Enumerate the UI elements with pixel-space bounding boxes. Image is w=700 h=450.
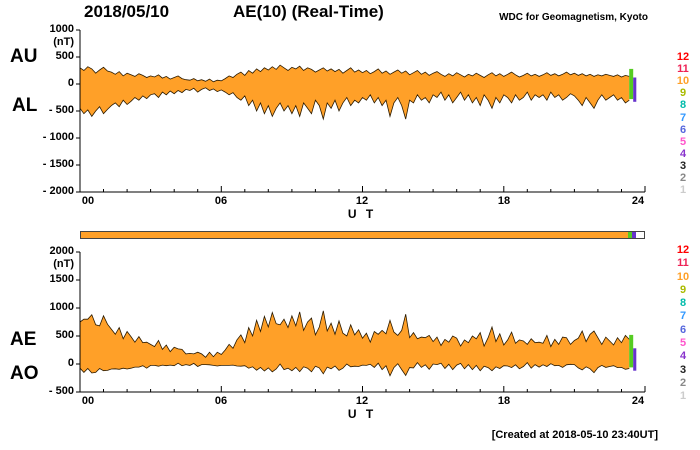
station-count-6: 6 bbox=[679, 323, 687, 336]
y-tick-label: 0 bbox=[67, 77, 74, 89]
top-area-fill bbox=[80, 65, 630, 120]
x-tick-label: 18 bbox=[497, 395, 511, 407]
end-of-data-marker bbox=[633, 348, 637, 371]
y-tick-label: 1500 bbox=[49, 273, 74, 285]
ae-series-label: AE bbox=[10, 329, 37, 350]
y-tick-label: 2000 bbox=[49, 245, 74, 257]
station-count-11: 11 bbox=[677, 63, 689, 76]
y-tick-label: - 1500 bbox=[42, 158, 74, 170]
end-of-data-marker bbox=[629, 68, 634, 100]
observatory-credit: WDC for Geomagnetism, Kyoto bbox=[499, 12, 648, 23]
x-axis-label: U T bbox=[347, 207, 377, 221]
au-series-label: AU bbox=[10, 46, 38, 67]
y-tick-label: - 500 bbox=[48, 104, 74, 116]
bottom-area-fill bbox=[80, 310, 630, 376]
page-title: AE(10) (Real-Time) bbox=[233, 2, 384, 21]
availability-segment bbox=[632, 232, 637, 238]
top-panel bbox=[76, 29, 646, 193]
ae-trace bbox=[79, 310, 630, 358]
station-count-3: 3 bbox=[679, 159, 687, 172]
x-tick-label: 06 bbox=[214, 195, 228, 207]
station-count-9: 9 bbox=[679, 87, 687, 100]
x-tick-label: 18 bbox=[497, 195, 511, 207]
x-tick-label: 24 bbox=[631, 395, 645, 407]
x-tick-label: 24 bbox=[631, 195, 645, 207]
availability-segment bbox=[81, 232, 629, 238]
y-tick-label: 500 bbox=[55, 329, 74, 341]
x-tick-label: 00 bbox=[81, 395, 95, 407]
station-count-8: 8 bbox=[679, 99, 687, 112]
top-axes bbox=[76, 29, 646, 193]
x-tick-label: 06 bbox=[214, 395, 228, 407]
station-count-7: 7 bbox=[679, 310, 687, 323]
station-count-7: 7 bbox=[679, 111, 687, 124]
station-count-2: 2 bbox=[679, 171, 687, 184]
y-axis-unit: (nT) bbox=[53, 258, 74, 270]
station-count-6: 6 bbox=[679, 123, 687, 136]
station-legend-top: 12 11 10 9 8 7 6 5 4 3 2 1 bbox=[670, 0, 696, 450]
station-count-10: 10 bbox=[676, 75, 690, 88]
y-axis-unit: (nT) bbox=[53, 36, 74, 48]
al-series-label: AL bbox=[12, 95, 38, 116]
availability-segment bbox=[628, 232, 633, 238]
y-tick-label: 500 bbox=[55, 50, 74, 62]
x-tick-label: 12 bbox=[355, 395, 369, 407]
au-trace bbox=[79, 64, 630, 83]
ao-series-label: AO bbox=[10, 363, 39, 384]
station-count-5: 5 bbox=[679, 336, 687, 349]
bottom-panel bbox=[76, 251, 646, 393]
al-trace bbox=[79, 87, 630, 121]
ao-trace bbox=[79, 361, 630, 377]
station-count-12: 12 bbox=[676, 51, 690, 63]
created-timestamp: [Created at 2018-05-10 23:40UT] bbox=[491, 429, 658, 441]
y-tick-label: - 1000 bbox=[42, 131, 74, 143]
y-tick-label: - 500 bbox=[48, 385, 74, 397]
station-count-12: 12 bbox=[676, 244, 690, 256]
station-count-5: 5 bbox=[679, 135, 687, 148]
station-count-1: 1 bbox=[679, 184, 687, 196]
bottom-axes bbox=[76, 251, 646, 393]
y-tick-label: 1000 bbox=[49, 23, 74, 35]
x-tick-label: 00 bbox=[81, 195, 95, 207]
station-count-8: 8 bbox=[679, 297, 687, 310]
station-count-3: 3 bbox=[679, 363, 687, 376]
x-tick-label: 12 bbox=[355, 195, 369, 207]
station-legend-bottom: 12 11 10 9 8 7 6 5 4 3 2 1 bbox=[670, 0, 696, 450]
end-of-data-marker bbox=[629, 334, 634, 368]
station-count-1: 1 bbox=[679, 390, 687, 402]
station-count-11: 11 bbox=[677, 257, 689, 270]
y-tick-label: 1000 bbox=[49, 301, 74, 313]
end-of-data-marker bbox=[633, 77, 637, 102]
station-count-9: 9 bbox=[679, 283, 687, 296]
x-axis-label: U T bbox=[347, 407, 377, 421]
station-count-10: 10 bbox=[676, 270, 690, 283]
availability-bar bbox=[80, 231, 645, 239]
y-tick-label: 0 bbox=[67, 357, 74, 369]
station-count-4: 4 bbox=[679, 350, 687, 363]
plot-date: 2018/05/10 bbox=[84, 2, 170, 21]
station-count-4: 4 bbox=[679, 147, 687, 160]
y-tick-label: - 2000 bbox=[42, 185, 74, 197]
station-count-2: 2 bbox=[679, 376, 687, 389]
